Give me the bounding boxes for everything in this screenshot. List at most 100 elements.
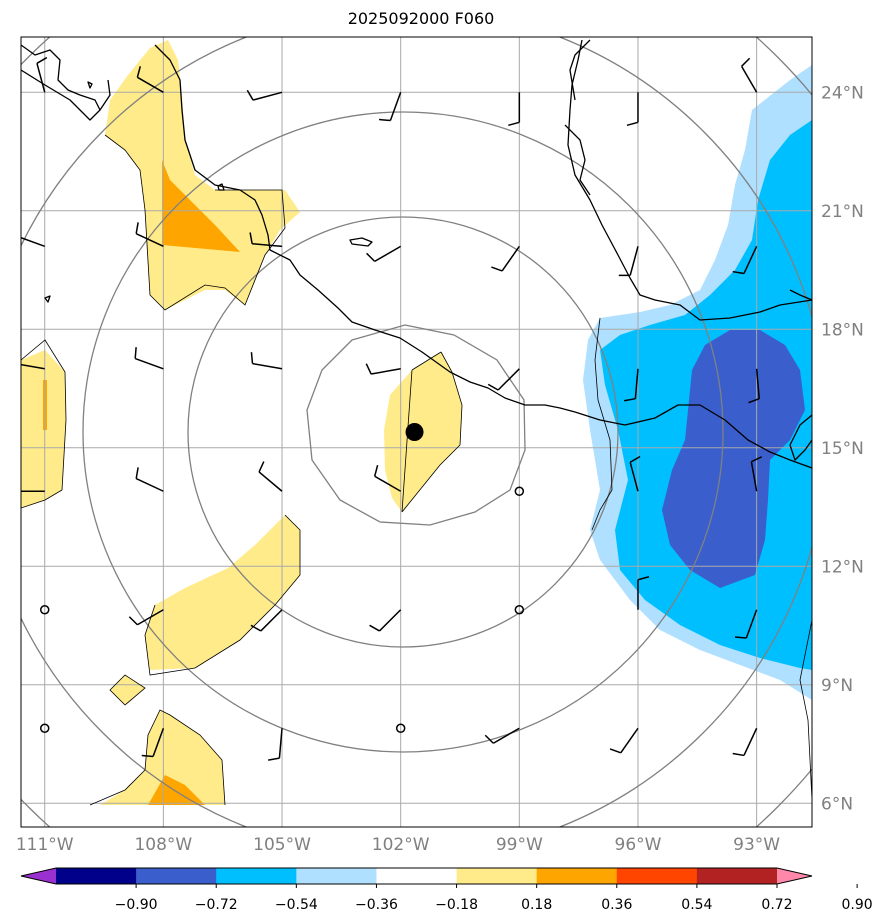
- wind-barb: [750, 456, 763, 492]
- colorbar-tick-label: −0.54: [275, 897, 318, 913]
- lat-tick-label: 21°N: [821, 202, 864, 222]
- calm-wind-circle: [395, 723, 406, 733]
- calm-wind-circle: [514, 486, 525, 496]
- outline-south: [144, 514, 301, 676]
- wind-barb: [624, 368, 639, 402]
- colorbar-extend-low: [21, 868, 56, 884]
- wind-barb: [135, 467, 164, 492]
- contour-yellow-small: [110, 675, 145, 705]
- wind-barb: [128, 609, 164, 626]
- island-small-3: [87, 81, 93, 89]
- wind-barb: [626, 92, 639, 127]
- wind-barb: [618, 246, 639, 277]
- coastline-gulf-inner: [564, 39, 591, 196]
- contour-outlines: [21, 134, 812, 806]
- colorbar-tick-label: −0.18: [435, 897, 478, 913]
- wind-barb: [491, 245, 520, 272]
- colorbar-outline: [20, 867, 813, 885]
- wind-barb: [21, 363, 45, 370]
- range-ring-3: [82, 111, 724, 753]
- wind-barb: [378, 92, 402, 122]
- wind-barb: [268, 728, 283, 761]
- calm-wind-circle: [39, 605, 50, 615]
- colorbar-tick-label: 0.90: [842, 897, 873, 913]
- wind-barb: [134, 347, 164, 370]
- colorbar: −0.90 −0.72 −0.54 −0.36 −0.18 0.18 0.36 0.54 0.7…: [20, 867, 873, 913]
- lat-tick-label: 9°N: [821, 676, 853, 696]
- wind-barb: [365, 363, 401, 375]
- wind-barb: [732, 727, 758, 757]
- outline-small: [109, 674, 146, 706]
- contour-yellow-sw: [100, 710, 225, 805]
- colorbar-segment: [376, 868, 458, 884]
- outline-west: [21, 339, 67, 509]
- plot-frame: [20, 36, 813, 828]
- wind-barb: [637, 576, 650, 610]
- lon-tick-label: 102°W: [372, 835, 430, 855]
- calm-wind-circle: [514, 605, 525, 615]
- wind-barb: [136, 66, 164, 93]
- colorbar-segment: [56, 868, 137, 884]
- storm-center-marker: [405, 423, 424, 441]
- gridlines: [21, 37, 812, 827]
- outline-nw: [104, 134, 286, 311]
- outline-east-1: [591, 317, 613, 531]
- contour-orange-nw: [162, 160, 240, 252]
- wind-barb: [369, 609, 402, 632]
- colorbar-segment: [616, 868, 698, 884]
- colorbar-tick-label: −0.72: [195, 897, 238, 913]
- colorbar-tick-label: −0.36: [355, 897, 398, 913]
- lat-tick-label: 15°N: [821, 439, 864, 459]
- range-ring-2: [187, 216, 619, 648]
- contour-dark-blue: [662, 330, 805, 588]
- wind-barb: [36, 56, 48, 93]
- wind-barb: [250, 609, 283, 632]
- colorbar-tick-label: 0.36: [601, 897, 632, 913]
- wind-barb: [366, 245, 402, 262]
- outline-center: [401, 351, 463, 513]
- coastline-gulf: [567, 39, 812, 321]
- coastlines: [21, 39, 812, 469]
- colorbar-segment: [456, 868, 538, 884]
- wind-barb: [740, 57, 758, 93]
- wind-barb: [508, 92, 521, 127]
- wind-barb: [249, 232, 283, 248]
- colorbar-segment: [136, 868, 217, 884]
- lat-tick-label: 18°N: [821, 320, 864, 340]
- wind-barb: [258, 461, 283, 492]
- wind-barb: [732, 246, 758, 275]
- island-small-2: [217, 183, 225, 191]
- lat-tick-label: 24°N: [821, 83, 864, 103]
- outline-sw: [89, 709, 226, 806]
- lon-tick-label: 99°W: [496, 835, 543, 855]
- wind-barb: [484, 727, 520, 744]
- colorbar-tick-label: 0.18: [521, 897, 552, 913]
- map-title: 2025092000 F060: [347, 9, 495, 28]
- colorbar-tick-label: −0.90: [115, 897, 158, 913]
- range-ring-1: [306, 324, 526, 526]
- wind-barb: [135, 222, 164, 248]
- colorbar-segment: [536, 868, 618, 884]
- coastline-se: [789, 289, 812, 461]
- wind-barb: [250, 352, 283, 370]
- lon-tick-label: 105°W: [253, 835, 311, 855]
- wind-barb: [373, 465, 402, 492]
- island-revillagigedo: [349, 237, 373, 247]
- wind-barb: [609, 727, 639, 754]
- colorbar-extend-high: [777, 868, 812, 884]
- lat-tick-label: 6°N: [821, 794, 853, 814]
- wind-barb: [246, 89, 283, 101]
- colorbar-segment: [216, 868, 297, 884]
- wind-barb: [748, 368, 760, 404]
- lat-tick-label: 12°N: [821, 557, 864, 577]
- lon-tick-label: 96°W: [615, 835, 662, 855]
- lon-tick-label: 108°W: [134, 835, 192, 855]
- colorbar-segment: [696, 868, 778, 884]
- island-small-1: [44, 295, 51, 303]
- colorbar-tick-label: 0.54: [681, 897, 712, 913]
- calm-wind-circle: [39, 723, 50, 733]
- wind-barb: [734, 609, 758, 639]
- wind-barb: [487, 368, 520, 391]
